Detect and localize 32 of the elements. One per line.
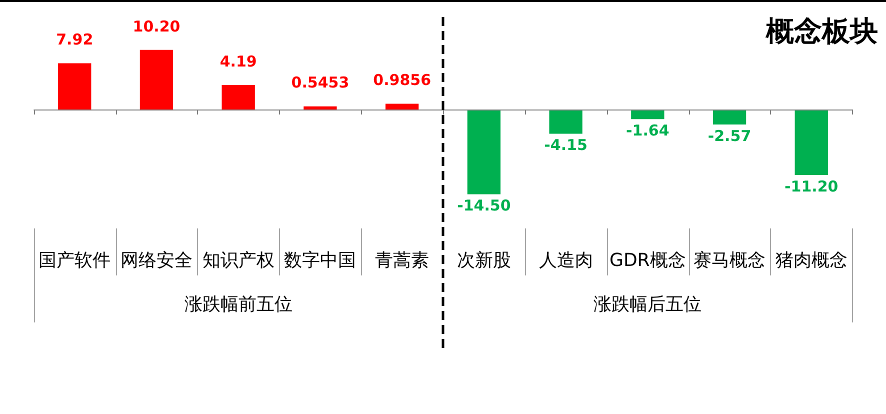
x-tick-label: 猪肉概念 (775, 250, 848, 271)
bar (385, 104, 419, 110)
data-label: -2.57 (708, 126, 752, 145)
data-label: 7.92 (56, 30, 94, 49)
text: 涨跌幅前五位 (184, 294, 292, 316)
data-label: 0.9856 (373, 71, 432, 90)
chart-title: 概念板块 (765, 14, 878, 48)
x-tick-label: 网络安全 (120, 250, 192, 271)
text: 涨跌幅后五位 (594, 294, 702, 316)
bar (58, 63, 92, 110)
x-tick-label: 青蒿素 (375, 250, 430, 271)
x-tick-label: 人造肉 (538, 250, 593, 271)
bar (222, 85, 255, 110)
data-label: 0.5453 (291, 74, 350, 92)
data-label: -14.50 (457, 196, 511, 215)
data-label: 4.19 (220, 52, 257, 70)
bar (140, 50, 174, 110)
data-label: -4.15 (544, 136, 588, 154)
x-tick-label: 数字中国 (284, 250, 356, 271)
data-label: -1.64 (626, 122, 670, 140)
x-tick-label: 赛马概念 (694, 250, 766, 271)
bar (794, 110, 828, 175)
bar (549, 110, 582, 134)
x-tick-label: 次新股 (456, 250, 511, 271)
x-tick-label: 国产软件 (38, 250, 111, 271)
x-tick-label: 知识产权 (202, 250, 274, 271)
data-label: -11.20 (784, 177, 838, 196)
x-tick-label: GDR概念 (609, 250, 686, 271)
bar (304, 106, 337, 110)
data-label: 10.20 (132, 17, 180, 36)
bar (712, 110, 746, 125)
bar (467, 110, 501, 194)
